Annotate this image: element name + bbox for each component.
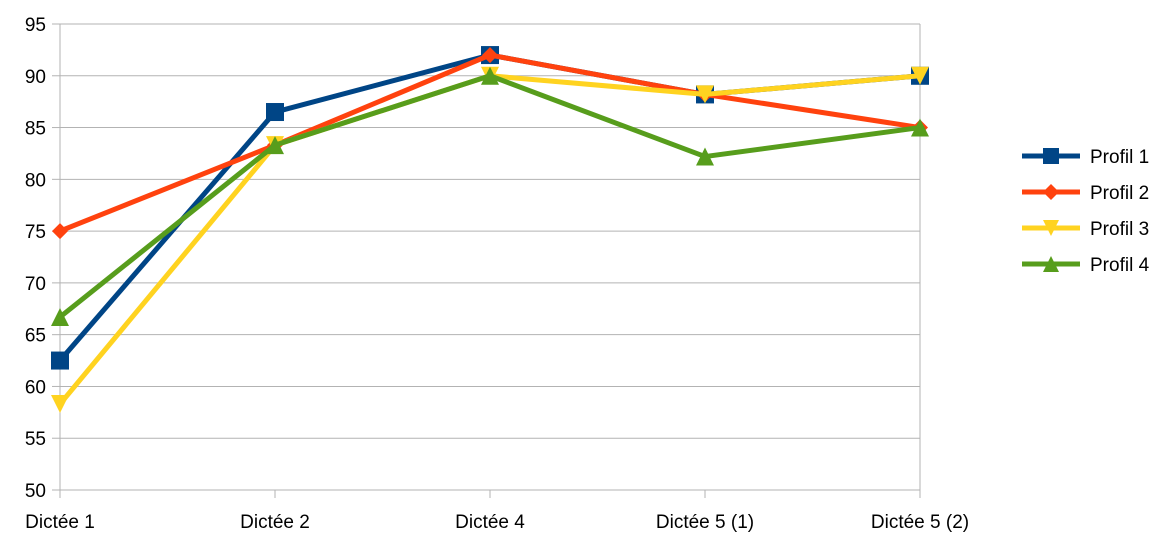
x-tick-label: Dictée 4 [455,512,525,533]
data-point [52,223,68,240]
x-tick-label: Dictée 5 (1) [656,512,754,533]
y-tick-label: 70 [25,274,46,295]
axes [59,24,921,490]
legend-label: Profil 1 [1090,147,1149,168]
x-tick-label: Dictée 5 (2) [871,512,969,533]
legend-label: Profil 4 [1090,255,1150,276]
y-tick-label: 60 [25,377,46,398]
legend-item: Profil 1 [1022,147,1149,168]
data-point [481,66,499,85]
y-tick-label: 55 [25,429,46,450]
data-point [696,85,714,104]
y-tick-label: 65 [25,326,46,347]
x-tick-label: Dictée 2 [240,512,310,533]
series-line [58,52,921,363]
data-point [266,103,284,122]
legend-item: Profil 2 [1022,183,1149,204]
data-point [51,395,69,414]
gridlines [60,23,920,491]
y-tick-label: 50 [25,481,46,502]
series-profil-1 [51,46,929,370]
y-tick-label: 75 [25,222,46,243]
legend-item: Profil 4 [1022,255,1150,276]
data-point [51,308,69,327]
data-point [266,136,284,155]
data-point [696,147,714,166]
x-axis-ticks: Dictée 1 Dictée 2 Dictée 4 Dictée 5 (1) Dict… [25,490,969,533]
y-tick-label: 95 [25,15,46,36]
data-point [911,66,929,85]
x-tick-label: Dictée 1 [25,512,95,533]
data-point [1043,184,1059,200]
data-point [1043,220,1059,236]
y-tick-label: 80 [25,170,46,191]
series-lines [51,46,929,414]
legend: Profil 1 Profil 2 Profil 3 Profil 4 [1022,147,1150,276]
data-point [911,118,929,137]
data-point [482,47,498,64]
legend-label: Profil 3 [1090,219,1149,240]
series-line [58,73,921,406]
legend-item: Profil 3 [1022,219,1149,240]
series-profil-3 [51,66,929,414]
y-axis-ticks: 50 55 60 65 70 75 80 85 90 95 [25,15,60,502]
data-point [1043,256,1059,272]
data-point [1043,148,1059,164]
y-tick-label: 85 [25,119,46,140]
legend-label: Profil 2 [1090,183,1149,204]
data-point [51,351,69,370]
series-profil-4 [51,66,929,327]
series-line [58,73,921,320]
y-tick-label: 90 [25,67,46,88]
